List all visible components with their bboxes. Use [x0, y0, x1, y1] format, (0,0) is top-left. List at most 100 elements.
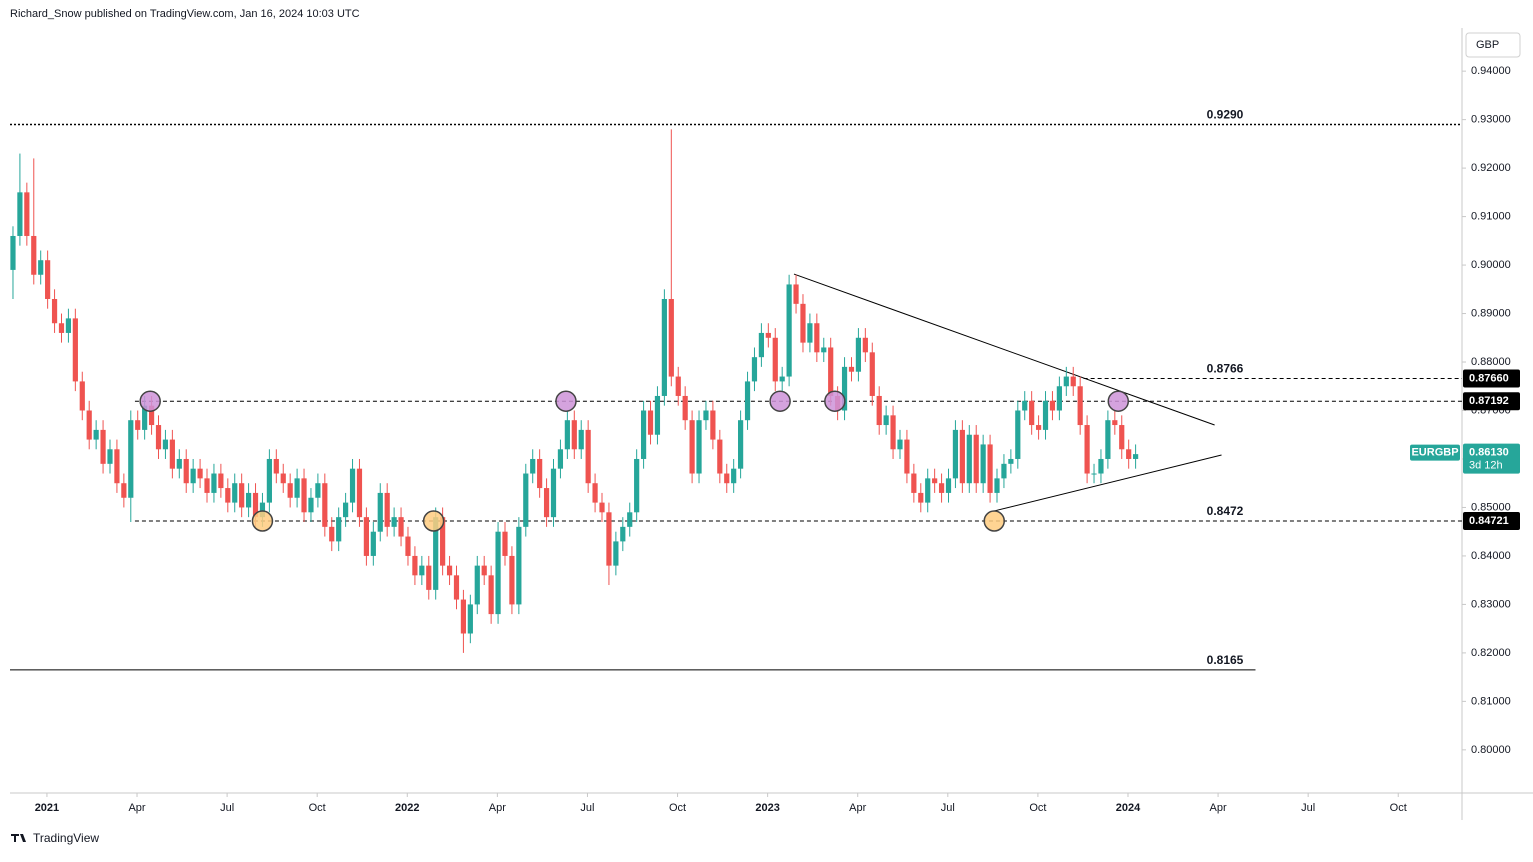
candle-body	[620, 526, 626, 542]
candle-body	[391, 517, 397, 527]
candle-body	[190, 468, 196, 484]
candle-body	[807, 323, 813, 343]
candle-body	[398, 517, 404, 537]
candle-body	[58, 323, 65, 333]
candle-body	[904, 439, 910, 474]
candle-body	[169, 439, 175, 469]
candle-body	[363, 517, 369, 556]
candle-body	[453, 575, 460, 600]
x-tick-label: Apr	[128, 802, 145, 814]
candle-body	[883, 415, 889, 426]
candle-body	[343, 502, 349, 518]
y-tick-label: 0.91000	[1471, 210, 1511, 222]
candle-body	[627, 512, 633, 527]
candle-body	[973, 434, 979, 484]
currency: GBP	[1476, 39, 1499, 51]
candle-body	[523, 473, 529, 527]
candle-body	[322, 483, 328, 527]
candle-body	[550, 468, 557, 518]
candle-body	[765, 332, 771, 338]
candle-body	[571, 420, 577, 450]
candle-body	[1126, 449, 1132, 459]
candle-body	[744, 381, 751, 421]
candle-body	[828, 347, 834, 396]
last-price-box	[1463, 443, 1520, 474]
marker	[422, 510, 445, 532]
candle-body	[1112, 420, 1118, 426]
candle-body	[876, 395, 882, 426]
candle-body	[349, 468, 356, 503]
candle-body	[897, 439, 903, 450]
candle-body	[121, 483, 127, 498]
candle-body	[925, 478, 931, 503]
candle-body	[1091, 473, 1097, 475]
x-tick-label: Jul	[1301, 802, 1315, 814]
candle-body	[613, 541, 619, 566]
candle-body	[384, 492, 390, 527]
candle-body	[800, 303, 806, 343]
candle-body	[793, 284, 799, 304]
candle-body	[440, 517, 446, 566]
candle-body	[329, 526, 335, 542]
candle-body	[38, 260, 44, 275]
price-tag: 0.87660	[1469, 372, 1509, 384]
candle-body	[31, 235, 37, 275]
candle-body	[557, 449, 564, 469]
marker	[251, 510, 274, 532]
x-tick-label: Apr	[1210, 802, 1227, 814]
y-tick-label: 0.89000	[1471, 307, 1511, 319]
x-tick-label: Jul	[220, 802, 234, 814]
candle-body	[911, 473, 917, 493]
candle-body	[814, 323, 820, 353]
candle-body	[218, 473, 224, 489]
candle-body	[710, 410, 716, 440]
level-label: 0.9290	[1207, 108, 1244, 122]
level-label: 0.8165	[1207, 653, 1244, 667]
x-tick-label: Apr	[849, 802, 866, 814]
candle-body	[176, 458, 182, 469]
trendline	[994, 454, 1222, 512]
currency-box[interactable]	[1465, 32, 1521, 58]
candle-body	[668, 298, 674, 377]
candle-body	[634, 458, 640, 513]
candle-body	[731, 468, 737, 484]
candle-body	[1077, 386, 1083, 426]
candle-body	[585, 429, 591, 484]
candle-body	[938, 483, 945, 493]
x-tick-label: Oct	[309, 802, 326, 814]
candle-body	[1035, 425, 1042, 430]
marker	[824, 390, 846, 412]
candle-body	[918, 492, 924, 503]
x-tick-label: 2021	[35, 802, 59, 814]
candle-body	[45, 260, 51, 299]
candle-body	[932, 478, 938, 484]
candle-body	[446, 565, 453, 576]
candle-body	[86, 410, 92, 440]
candle-body	[564, 420, 570, 450]
candle-body	[682, 395, 688, 421]
candle-body	[987, 444, 993, 493]
price-tag-box	[1463, 369, 1520, 388]
brand: TradingView	[33, 831, 99, 845]
candle-body	[606, 512, 612, 566]
candle-body	[869, 352, 875, 396]
candle-body	[426, 565, 432, 590]
y-tick-label: 0.90000	[1471, 259, 1511, 271]
candle-body	[717, 439, 723, 474]
candle-body	[696, 420, 702, 474]
candle-body	[232, 483, 238, 503]
candle-body	[994, 478, 1000, 493]
candle-body	[287, 483, 293, 498]
candle-body	[481, 565, 487, 576]
candle-body	[724, 473, 730, 484]
candle-body	[1084, 425, 1090, 474]
candle-body	[225, 488, 231, 503]
candle-body	[114, 449, 120, 484]
y-tick-label: 0.93000	[1471, 114, 1511, 126]
candle-body	[356, 468, 363, 518]
candle-body	[502, 531, 508, 556]
last-price: 0.86130	[1469, 447, 1509, 459]
x-tick-label: 2024	[1116, 802, 1141, 814]
